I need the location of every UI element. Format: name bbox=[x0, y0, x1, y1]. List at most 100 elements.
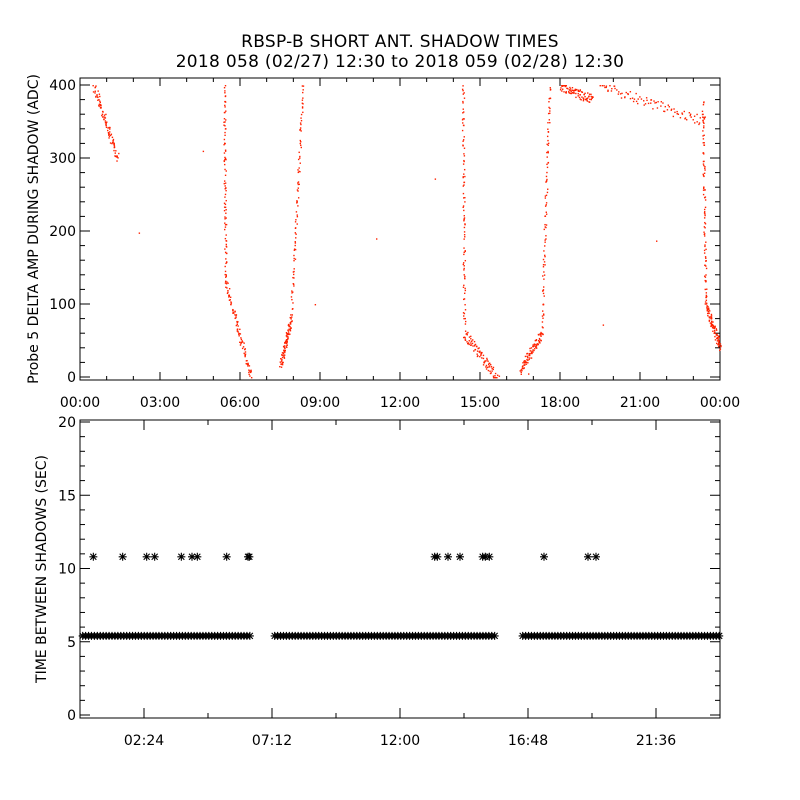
top-data-point bbox=[224, 206, 227, 209]
top-data-point bbox=[692, 119, 694, 121]
top-data-point bbox=[591, 97, 593, 99]
top-data-point bbox=[702, 187, 705, 190]
top-data-point bbox=[471, 342, 474, 345]
top-data-point bbox=[463, 238, 465, 240]
top-data-point bbox=[285, 332, 288, 334]
top-data-point bbox=[490, 372, 492, 374]
top-data-point bbox=[703, 196, 706, 199]
top-data-point bbox=[466, 332, 468, 335]
top-data-point bbox=[242, 346, 245, 348]
top-data-point bbox=[300, 130, 302, 132]
top-data-point bbox=[546, 163, 548, 166]
top-data-point bbox=[711, 325, 713, 327]
bottom-data-point bbox=[245, 631, 254, 640]
top-data-point bbox=[280, 360, 283, 362]
top-data-point bbox=[704, 199, 707, 201]
top-data-point bbox=[545, 238, 547, 240]
top-data-point bbox=[482, 357, 485, 360]
top-data-point bbox=[294, 232, 297, 234]
top-data-point bbox=[290, 314, 292, 316]
top-data-point bbox=[710, 315, 713, 317]
top-data-point bbox=[571, 89, 574, 91]
top-data-point bbox=[239, 333, 242, 335]
top-data-point bbox=[549, 112, 551, 115]
top-data-point bbox=[541, 321, 544, 323]
top-data-point bbox=[237, 321, 239, 323]
bottom-data-point bbox=[150, 552, 159, 561]
top-data-point bbox=[487, 363, 490, 366]
top-data-point bbox=[226, 281, 228, 283]
top-data-point bbox=[535, 346, 537, 348]
top-data-point bbox=[116, 156, 118, 158]
top-data-point bbox=[707, 314, 709, 317]
top-data-point bbox=[108, 134, 110, 136]
top-data-point bbox=[463, 312, 466, 315]
top-data-point bbox=[293, 259, 295, 262]
top-data-point bbox=[569, 88, 572, 90]
top-data-point bbox=[599, 85, 601, 87]
top-data-point bbox=[462, 192, 465, 195]
top-data-point bbox=[482, 364, 485, 366]
top-data-point bbox=[719, 343, 722, 345]
top-data-point bbox=[299, 139, 301, 142]
top-data-point bbox=[462, 102, 464, 104]
top-data-point bbox=[299, 155, 301, 158]
top-data-point bbox=[223, 143, 225, 146]
top-data-point bbox=[538, 340, 541, 343]
top-data-point bbox=[299, 142, 301, 145]
top-data-point bbox=[588, 93, 591, 95]
top-data-point bbox=[224, 270, 227, 273]
top-data-point bbox=[650, 99, 653, 101]
top-data-point bbox=[284, 349, 286, 352]
top-data-point bbox=[94, 92, 96, 94]
top-data-point bbox=[287, 336, 289, 338]
top-data-point bbox=[704, 264, 706, 266]
top-data-point bbox=[228, 288, 231, 290]
top-data-point bbox=[292, 291, 294, 293]
top-data-point bbox=[224, 222, 226, 224]
top-data-point bbox=[224, 248, 226, 250]
bottom-data-point bbox=[481, 552, 490, 561]
top-data-point bbox=[581, 96, 583, 98]
top-data-point bbox=[544, 264, 546, 266]
top-data-point bbox=[463, 209, 465, 212]
top-data-point bbox=[243, 342, 245, 344]
top-data-point bbox=[604, 86, 606, 89]
top-data-point bbox=[293, 285, 295, 287]
top-data-point bbox=[464, 309, 467, 311]
top-data-point bbox=[683, 110, 685, 113]
top-data-point bbox=[488, 366, 490, 368]
top-data-point bbox=[224, 168, 226, 171]
bottom-series-points bbox=[78, 552, 724, 640]
top-data-point bbox=[224, 134, 226, 137]
top-data-point bbox=[617, 93, 620, 95]
top-data-point bbox=[644, 103, 647, 105]
top-data-point bbox=[521, 369, 523, 372]
top-data-point bbox=[543, 250, 545, 252]
top-data-point bbox=[584, 92, 586, 95]
top-data-point bbox=[498, 375, 501, 377]
top-data-point bbox=[223, 87, 226, 89]
top-data-point bbox=[463, 218, 465, 221]
top-data-point bbox=[531, 351, 533, 354]
top-data-point bbox=[584, 95, 586, 98]
top-data-point bbox=[296, 201, 298, 203]
top-data-point bbox=[718, 345, 720, 348]
top-data-point bbox=[225, 240, 227, 242]
top-data-point bbox=[118, 152, 120, 155]
top-data-point bbox=[705, 281, 707, 283]
top-data-point bbox=[703, 116, 705, 119]
top-data-point bbox=[531, 352, 533, 355]
top-data-point bbox=[526, 352, 529, 355]
top-data-point bbox=[520, 371, 522, 374]
top-data-point bbox=[715, 329, 718, 331]
top-data-point bbox=[223, 124, 225, 126]
top-data-point bbox=[703, 217, 706, 219]
top-data-point bbox=[463, 220, 465, 222]
top-data-point bbox=[230, 302, 233, 304]
top-data-point bbox=[241, 340, 243, 342]
top-data-point bbox=[706, 288, 708, 290]
top-data-point bbox=[544, 205, 547, 207]
top-data-point bbox=[543, 271, 545, 273]
